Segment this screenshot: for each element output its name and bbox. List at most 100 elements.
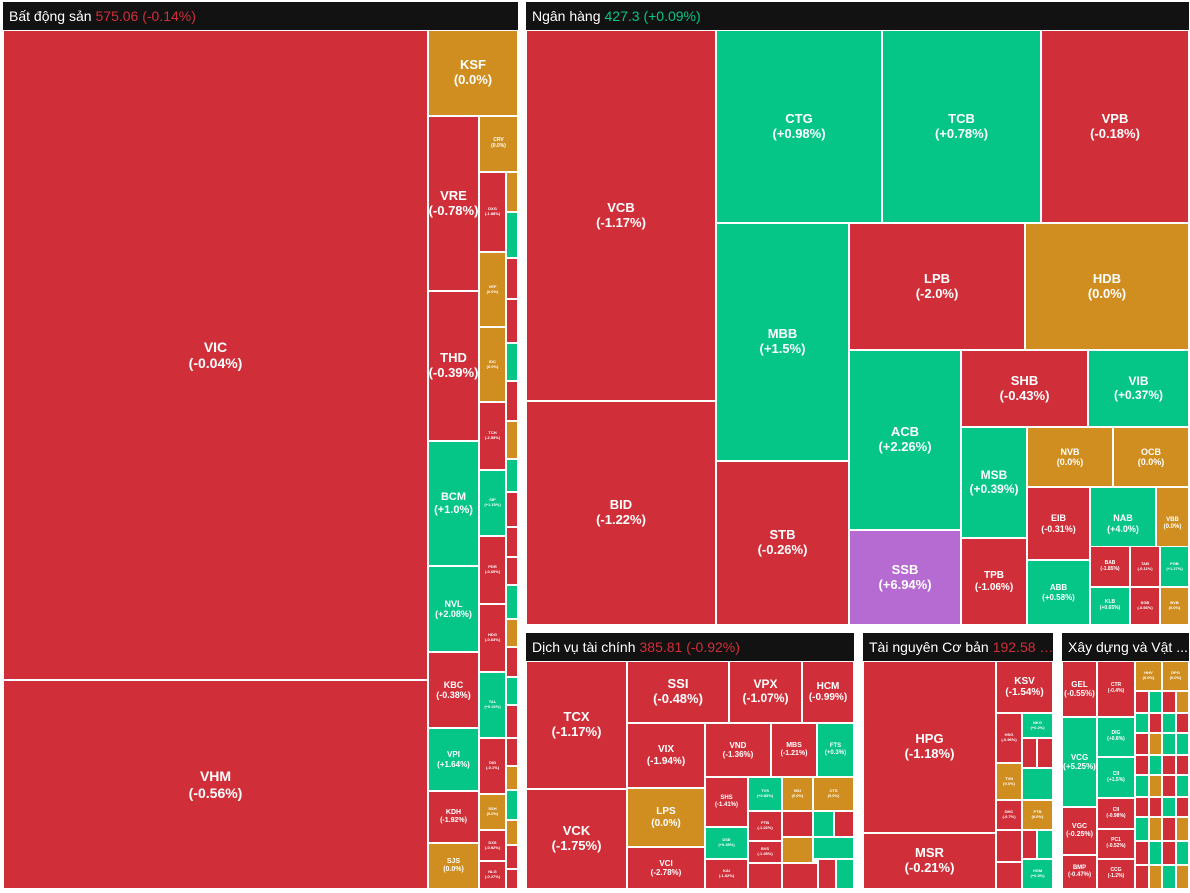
stock-tile-small[interactable] <box>1176 865 1189 889</box>
stock-tile[interactable]: KLB (+0.65%) <box>1090 587 1130 625</box>
stock-tile-small[interactable] <box>506 258 518 299</box>
stock-tile[interactable]: TVN (0.0%) <box>996 763 1022 800</box>
stock-tile-small[interactable] <box>506 585 518 619</box>
stock-tile[interactable]: DPG (0.0%) <box>1162 661 1189 691</box>
sector-header[interactable]: Xây dựng và Vật ... <box>1062 633 1189 661</box>
stock-tile[interactable]: PGB (+1.27%) <box>1160 546 1189 587</box>
stock-tile[interactable]: BCM (+1.0%) <box>428 441 479 566</box>
stock-tile-small[interactable] <box>506 738 518 766</box>
stock-tile-small[interactable] <box>1162 817 1176 841</box>
stock-tile-small[interactable] <box>782 837 813 863</box>
stock-tile[interactable]: PTB (-1.22%) <box>748 811 782 841</box>
stock-tile-small[interactable] <box>1135 817 1149 841</box>
stock-tile-small[interactable] <box>506 421 518 459</box>
stock-tile[interactable]: SIP (+1.15%) <box>479 470 506 536</box>
stock-tile-small[interactable] <box>506 766 518 790</box>
stock-tile[interactable]: GEL (-0.55%) <box>1062 661 1097 717</box>
stock-tile-small[interactable] <box>1037 830 1053 859</box>
stock-tile[interactable]: SHS (-1.41%) <box>705 777 748 827</box>
stock-tile-small[interactable] <box>836 859 854 889</box>
stock-tile[interactable]: NLG (-0.27%) <box>479 861 506 889</box>
stock-tile[interactable]: PDR (-0.69%) <box>479 536 506 604</box>
stock-tile-small[interactable] <box>1162 797 1176 817</box>
stock-tile[interactable]: OCB (0.0%) <box>1113 427 1189 487</box>
stock-tile-small[interactable] <box>506 820 518 845</box>
stock-tile-small[interactable] <box>1135 797 1149 817</box>
stock-tile[interactable]: VPB (-0.18%) <box>1041 30 1189 223</box>
stock-tile-small[interactable] <box>1135 775 1149 797</box>
stock-tile[interactable]: LPS (0.0%) <box>627 788 705 847</box>
stock-tile[interactable]: KAI (-1.62%) <box>705 859 748 889</box>
stock-tile-small[interactable] <box>1149 817 1162 841</box>
stock-tile-small[interactable] <box>1176 755 1189 775</box>
stock-tile[interactable]: VCG (+5.25%) <box>1062 717 1097 807</box>
stock-tile-small[interactable] <box>1149 691 1162 713</box>
stock-tile-small[interactable] <box>1176 775 1189 797</box>
stock-tile[interactable]: TCX (-1.17%) <box>526 661 627 789</box>
stock-tile-small[interactable] <box>506 619 518 647</box>
stock-tile[interactable]: DIG (-0.1%) <box>479 738 506 794</box>
stock-tile-small[interactable] <box>506 172 518 212</box>
stock-tile-small[interactable] <box>1162 755 1176 775</box>
stock-tile-small[interactable] <box>1149 775 1162 797</box>
stock-tile-small[interactable] <box>506 527 518 557</box>
stock-tile[interactable]: DSE (+0.45%) <box>705 827 748 859</box>
stock-tile[interactable]: VPX (-1.07%) <box>729 661 802 723</box>
stock-tile-small[interactable] <box>1162 775 1176 797</box>
stock-tile-small[interactable] <box>1022 830 1037 859</box>
stock-tile[interactable]: DIG (+0.8%) <box>1097 717 1135 757</box>
stock-tile-small[interactable] <box>1135 755 1149 775</box>
stock-tile-small[interactable] <box>996 862 1022 889</box>
stock-tile-small[interactable] <box>996 830 1022 862</box>
stock-tile-small[interactable] <box>1149 865 1162 889</box>
stock-tile-small[interactable] <box>506 869 518 889</box>
stock-tile[interactable]: HSG (-0.96%) <box>996 713 1022 763</box>
stock-tile-small[interactable] <box>813 811 834 837</box>
stock-tile[interactable]: VCK (-1.75%) <box>526 789 627 889</box>
stock-tile-small[interactable] <box>1176 713 1189 733</box>
stock-tile-small[interactable] <box>782 811 813 837</box>
stock-tile[interactable]: VIC (-0.04%) <box>3 30 428 680</box>
stock-tile[interactable]: CCG (-1.2%) <box>1097 859 1135 889</box>
stock-tile[interactable]: VHM (-0.56%) <box>3 680 428 889</box>
stock-tile[interactable]: ABB (+0.58%) <box>1027 560 1090 625</box>
stock-tile-small[interactable] <box>1176 691 1189 713</box>
stock-tile[interactable]: SSB (+6.94%) <box>849 530 961 625</box>
stock-tile[interactable]: LPB (-2.0%) <box>849 223 1025 350</box>
stock-tile-small[interactable] <box>506 677 518 705</box>
stock-tile[interactable]: TAB (-0.11%) <box>1130 546 1160 587</box>
stock-tile-small[interactable] <box>506 381 518 421</box>
stock-tile[interactable]: PTB (0.0%) <box>1022 800 1053 830</box>
stock-tile[interactable]: SJS (0.0%) <box>428 843 479 889</box>
stock-tile[interactable]: BMP (-0.47%) <box>1062 855 1097 889</box>
stock-tile[interactable]: HHV (0.0%) <box>1135 661 1162 691</box>
stock-tile-small[interactable] <box>506 299 518 343</box>
stock-tile[interactable]: KSV (-1.54%) <box>996 661 1053 713</box>
stock-tile-small[interactable] <box>506 212 518 258</box>
stock-tile[interactable]: TCB (+0.78%) <box>882 30 1041 223</box>
stock-tile-small[interactable] <box>1149 755 1162 775</box>
stock-tile[interactable]: VIX (-1.94%) <box>627 723 705 788</box>
sector-header[interactable]: Tài nguyên Cơ bản 192.58 … <box>863 633 1053 661</box>
stock-tile[interactable]: SSI (-0.48%) <box>627 661 729 723</box>
stock-tile[interactable]: CTG (+0.98%) <box>716 30 882 223</box>
stock-tile[interactable]: THD (-0.39%) <box>428 291 479 441</box>
stock-tile[interactable]: ACB (+2.26%) <box>849 350 961 530</box>
stock-tile[interactable]: VPI (+1.64%) <box>428 728 479 791</box>
stock-tile[interactable]: BVB (0.0%) <box>1160 587 1189 625</box>
stock-tile[interactable]: DXS (-0.92%) <box>479 830 506 861</box>
stock-tile[interactable]: KBC (-0.38%) <box>428 652 479 728</box>
stock-tile[interactable]: VCB (-1.17%) <box>526 30 716 401</box>
stock-tile[interactable]: MSB (+0.39%) <box>961 427 1027 538</box>
stock-tile-small[interactable] <box>506 647 518 677</box>
stock-tile-small[interactable] <box>1162 865 1176 889</box>
stock-tile-small[interactable] <box>1022 768 1053 800</box>
stock-tile-small[interactable] <box>506 492 518 527</box>
stock-tile[interactable]: NVL (+2.08%) <box>428 566 479 652</box>
stock-tile-small[interactable] <box>1149 841 1162 865</box>
stock-tile[interactable]: TPB (-1.06%) <box>961 538 1027 625</box>
stock-tile[interactable]: VCI (-2.78%) <box>627 847 705 889</box>
stock-tile[interactable]: BSI (0.0%) <box>782 777 813 811</box>
stock-tile[interactable]: PC1 (-0.52%) <box>1097 829 1135 859</box>
stock-tile-small[interactable] <box>1176 797 1189 817</box>
